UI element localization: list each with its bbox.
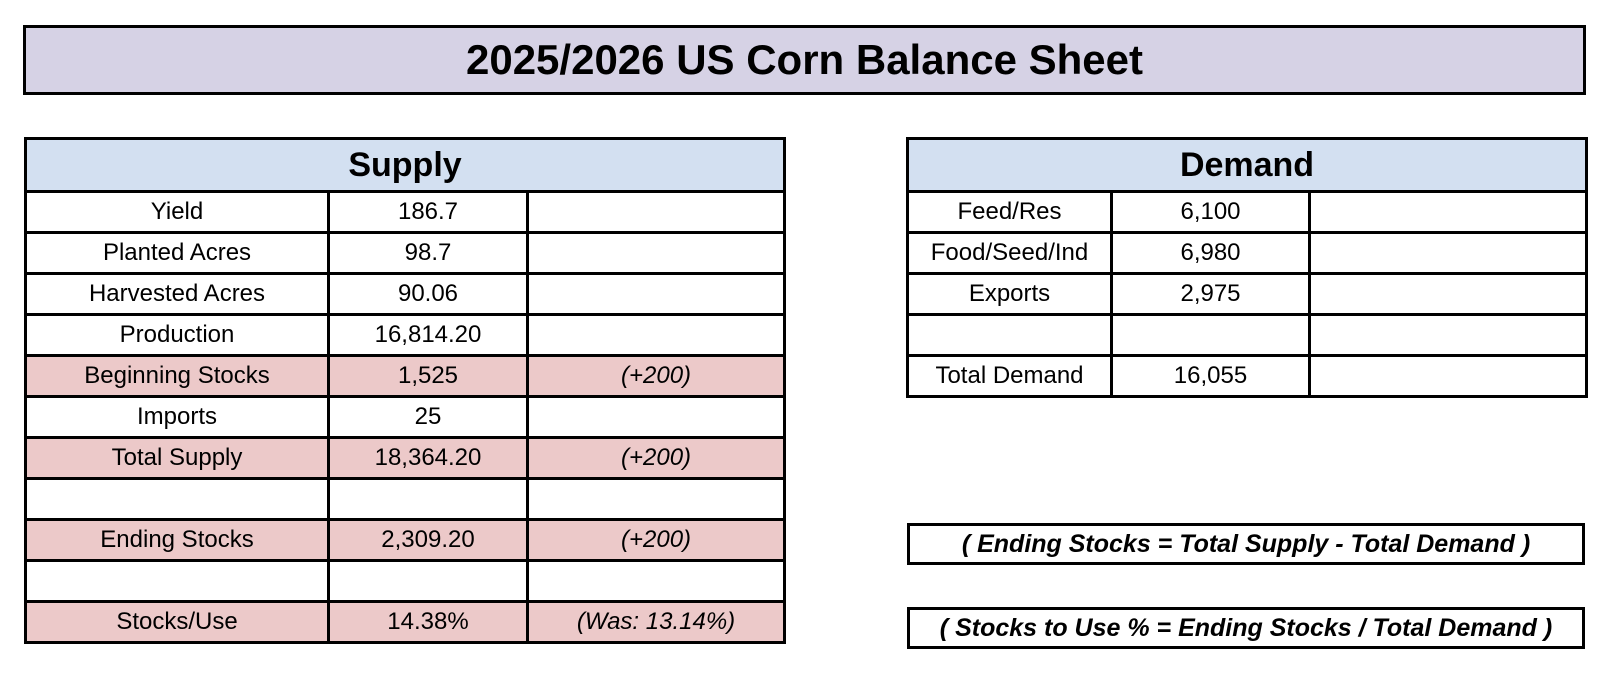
demand-row-value[interactable]: 6,980 [1110, 231, 1311, 275]
table-row-highlighted: Beginning Stocks 1,525 (+200) [24, 354, 787, 398]
table-row: Total Demand 16,055 [906, 354, 1589, 398]
supply-row-label[interactable]: Yield [24, 190, 330, 234]
supply-row-note[interactable] [525, 231, 787, 275]
supply-row-note[interactable]: (+200) [525, 354, 787, 398]
supply-row-label[interactable]: Beginning Stocks [24, 354, 330, 398]
supply-row-note[interactable]: (+200) [525, 518, 787, 562]
supply-row-label[interactable]: Harvested Acres [24, 272, 330, 316]
supply-row-label[interactable]: Planted Acres [24, 231, 330, 275]
supply-row-value[interactable]: 14.38% [327, 600, 529, 644]
page-title: 2025/2026 US Corn Balance Sheet [23, 25, 1586, 95]
demand-row-note[interactable] [1307, 313, 1589, 357]
table-row: Planted Acres 98.7 [24, 231, 787, 275]
supply-row-note[interactable] [525, 395, 787, 439]
demand-table: Demand Feed/Res 6,100 Food/Seed/Ind 6,98… [905, 137, 1589, 398]
supply-row-label[interactable] [24, 559, 330, 603]
supply-header: Supply [23, 137, 787, 193]
supply-row-note[interactable] [525, 313, 787, 357]
demand-row-note[interactable] [1307, 190, 1589, 234]
supply-row-label[interactable]: Total Supply [24, 436, 330, 480]
supply-row-label[interactable]: Imports [24, 395, 330, 439]
table-row-highlighted: Total Supply 18,364.20 (+200) [24, 436, 787, 480]
supply-row-label[interactable] [24, 477, 330, 521]
demand-row-label[interactable]: Feed/Res [906, 190, 1113, 234]
demand-row-value[interactable]: 2,975 [1110, 272, 1311, 316]
table-row: Exports 2,975 [906, 272, 1589, 316]
demand-row-value[interactable]: 6,100 [1110, 190, 1311, 234]
supply-row-value[interactable]: 186.7 [327, 190, 529, 234]
demand-row-value[interactable]: 16,055 [1110, 354, 1311, 398]
supply-row-note[interactable]: (Was: 13.14%) [525, 600, 787, 644]
table-row-highlighted: Stocks/Use 14.38% (Was: 13.14%) [24, 600, 787, 644]
table-row: Yield 186.7 [24, 190, 787, 234]
page-title-text: 2025/2026 US Corn Balance Sheet [465, 36, 1143, 83]
supply-row-value[interactable]: 1,525 [327, 354, 529, 398]
demand-header-row: Demand [905, 137, 1589, 193]
table-row-empty [24, 559, 787, 603]
demand-row-note[interactable] [1307, 354, 1589, 398]
ending-stocks-formula-note: ( Ending Stocks = Total Supply - Total D… [907, 523, 1585, 565]
supply-row-value[interactable] [327, 559, 529, 603]
supply-row-note[interactable] [525, 190, 787, 234]
supply-row-value[interactable]: 2,309.20 [327, 518, 529, 562]
stocks-to-use-formula-text: ( Stocks to Use % = Ending Stocks / Tota… [939, 613, 1553, 642]
table-row: Harvested Acres 90.06 [24, 272, 787, 316]
demand-row-label[interactable] [906, 313, 1113, 357]
supply-row-note[interactable]: (+200) [525, 436, 787, 480]
supply-row-label[interactable]: Ending Stocks [24, 518, 330, 562]
supply-row-value[interactable]: 90.06 [327, 272, 529, 316]
supply-row-label[interactable]: Stocks/Use [24, 600, 330, 644]
stocks-to-use-formula-note: ( Stocks to Use % = Ending Stocks / Tota… [907, 607, 1585, 649]
supply-table: Supply Yield 186.7 Planted Acres 98.7 Ha… [23, 137, 787, 644]
table-row-empty [24, 477, 787, 521]
demand-row-value[interactable] [1110, 313, 1311, 357]
table-row: Feed/Res 6,100 [906, 190, 1589, 234]
supply-header-row: Supply [23, 137, 787, 193]
table-row: Food/Seed/Ind 6,980 [906, 231, 1589, 275]
demand-row-note[interactable] [1307, 272, 1589, 316]
supply-row-value[interactable]: 18,364.20 [327, 436, 529, 480]
table-row: Production 16,814.20 [24, 313, 787, 357]
demand-header: Demand [905, 137, 1589, 193]
supply-row-value[interactable]: 25 [327, 395, 529, 439]
table-row-empty [906, 313, 1589, 357]
table-row: Imports 25 [24, 395, 787, 439]
demand-row-label[interactable]: Exports [906, 272, 1113, 316]
table-row-highlighted: Ending Stocks 2,309.20 (+200) [24, 518, 787, 562]
ending-stocks-formula-text: ( Ending Stocks = Total Supply - Total D… [961, 529, 1531, 558]
supply-row-value[interactable]: 98.7 [327, 231, 529, 275]
supply-row-note[interactable] [525, 477, 787, 521]
supply-row-value[interactable]: 16,814.20 [327, 313, 529, 357]
supply-row-note[interactable] [525, 272, 787, 316]
demand-row-label[interactable]: Food/Seed/Ind [906, 231, 1113, 275]
demand-row-label[interactable]: Total Demand [906, 354, 1113, 398]
supply-row-label[interactable]: Production [24, 313, 330, 357]
supply-row-value[interactable] [327, 477, 529, 521]
demand-row-note[interactable] [1307, 231, 1589, 275]
supply-row-note[interactable] [525, 559, 787, 603]
